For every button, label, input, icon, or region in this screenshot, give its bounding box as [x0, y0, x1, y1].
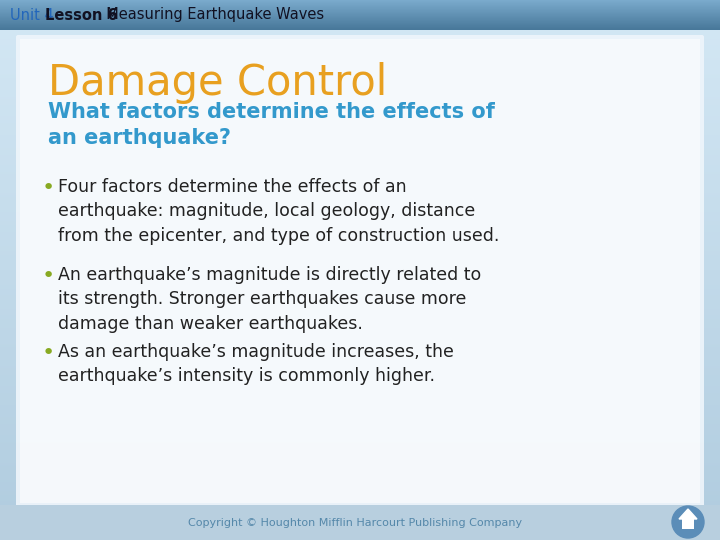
Text: Unit 4: Unit 4 — [10, 8, 58, 23]
Text: •: • — [42, 266, 55, 286]
Bar — [682, 519, 694, 529]
Text: Copyright © Houghton Mifflin Harcourt Publishing Company: Copyright © Houghton Mifflin Harcourt Pu… — [188, 518, 522, 528]
Text: Four factors determine the effects of an
earthquake: magnitude, local geology, d: Four factors determine the effects of an… — [58, 178, 500, 245]
Text: Damage Control: Damage Control — [48, 62, 387, 104]
FancyBboxPatch shape — [20, 39, 700, 503]
FancyBboxPatch shape — [16, 35, 704, 507]
Text: Measuring Earthquake Waves: Measuring Earthquake Waves — [97, 8, 324, 23]
Circle shape — [672, 506, 704, 538]
Text: An earthquake’s magnitude is directly related to
its strength. Stronger earthqua: An earthquake’s magnitude is directly re… — [58, 266, 481, 333]
Text: •: • — [42, 343, 55, 363]
Text: Lesson 6: Lesson 6 — [45, 8, 117, 23]
Text: What factors determine the effects of
an earthquake?: What factors determine the effects of an… — [48, 102, 495, 147]
Text: •: • — [42, 178, 55, 198]
Polygon shape — [679, 509, 697, 519]
Text: As an earthquake’s magnitude increases, the
earthquake’s intensity is commonly h: As an earthquake’s magnitude increases, … — [58, 343, 454, 386]
Bar — [0, 505, 720, 540]
